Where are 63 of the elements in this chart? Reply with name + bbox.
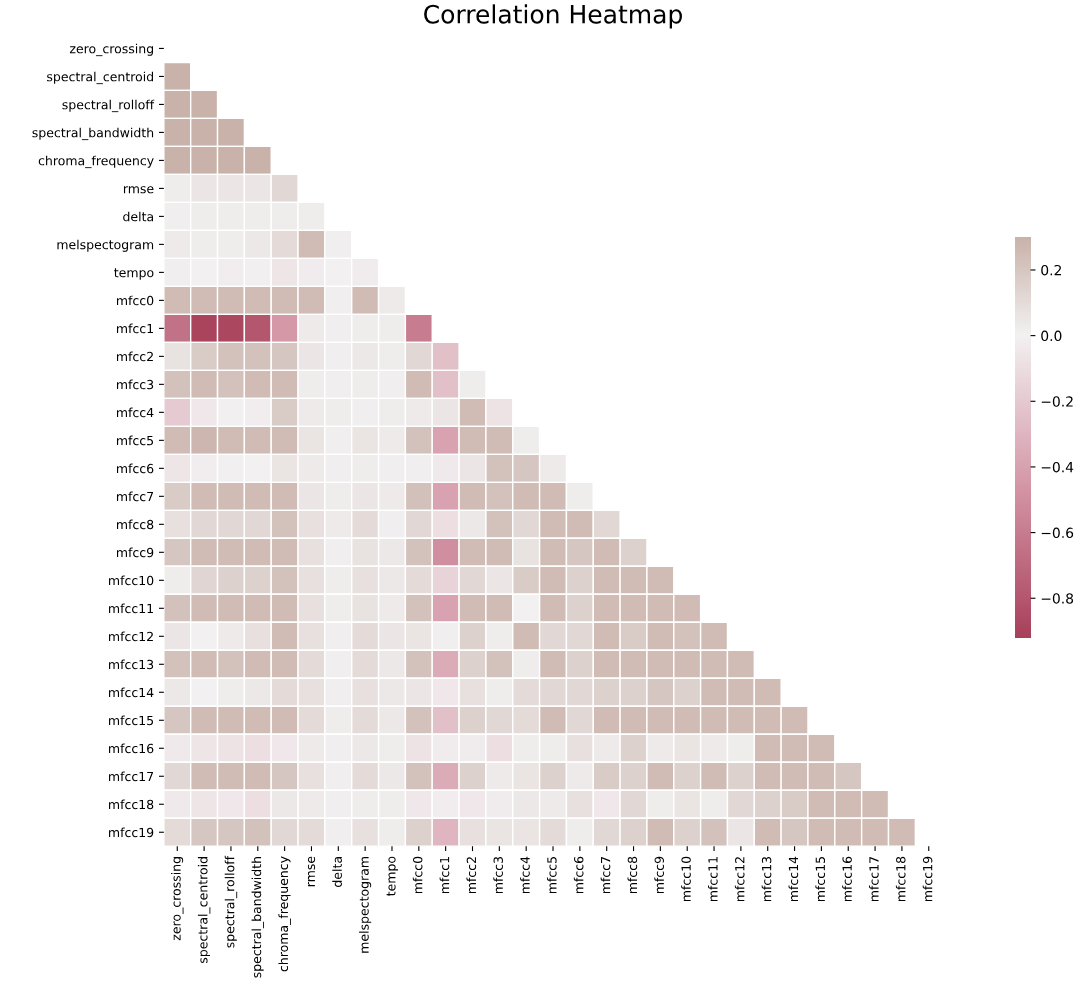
y-tick-label: mfcc19 <box>109 827 154 838</box>
y-tick-label: spectral_rolloff <box>62 99 155 113</box>
color-bar-label: 0.0 <box>1041 330 1062 342</box>
y-tick-label: mfcc10 <box>109 575 154 586</box>
x-tick-label: tempo <box>386 856 399 896</box>
y-tick-label: rmse <box>123 186 154 194</box>
color-bar-label: 0.2 <box>1041 264 1061 276</box>
color-bar-label: −0.2 <box>1041 396 1073 407</box>
y-tick-label: melspectogram <box>57 239 154 252</box>
y-tick-label: mfcc1 <box>116 323 153 334</box>
y-tick-label: mfcc2 <box>116 351 153 362</box>
x-tick-label: mfcc8 <box>627 856 638 894</box>
x-tick-label: rmse <box>307 856 316 887</box>
x-tick-label: delta <box>332 857 342 887</box>
x-tick-label: spectral_rolloff <box>224 855 238 948</box>
x-tick-label: mfcc15 <box>815 857 826 902</box>
x-tick-label: mfcc5 <box>546 857 557 894</box>
y-tick-label: zero_crossing <box>69 43 153 57</box>
x-tick-label: mfcc17 <box>869 857 879 902</box>
x-tick-label: melspectogram <box>359 857 372 953</box>
x-tick-label: mfcc1 <box>439 857 450 894</box>
x-tick-label: mfcc6 <box>573 856 584 894</box>
y-tick-label: spectral_centroid <box>47 71 153 85</box>
y-tick-label: mfcc17 <box>109 771 154 782</box>
x-tick-label: spectral_bandwidth <box>251 857 265 978</box>
x-tick-label: mfcc18 <box>895 856 906 902</box>
x-tick-label: mfcc10 <box>681 856 691 902</box>
y-tick-label: mfcc7 <box>116 491 154 502</box>
y-tick-label: delta <box>123 211 153 222</box>
x-tick-label: mfcc16 <box>842 856 852 902</box>
y-tick-label: mfcc15 <box>109 715 154 726</box>
y-tick-label: mfcc12 <box>109 631 153 642</box>
x-tick-label: mfcc19 <box>922 856 933 902</box>
y-tick-label: mfcc14 <box>109 687 154 698</box>
y-tick-label: mfcc13 <box>109 659 154 670</box>
x-tick-label: mfcc3 <box>493 856 503 894</box>
x-tick-label: mfcc2 <box>466 857 477 894</box>
chart-title: Correlation Heatmap <box>424 4 682 29</box>
y-tick-label: mfcc18 <box>109 799 154 810</box>
x-tick-label: mfcc0 <box>412 856 423 894</box>
x-tick-label: mfcc12 <box>734 857 745 902</box>
x-tick-label: mfcc4 <box>520 856 530 894</box>
y-tick-label: mfcc9 <box>116 547 154 558</box>
y-tick-label: mfcc4 <box>116 407 154 418</box>
y-tick-label: spectral_bandwidth <box>32 127 154 141</box>
x-tick-label: mfcc7 <box>600 857 611 894</box>
color-bar-label: −0.4 <box>1041 461 1074 473</box>
y-tick-label: mfcc11 <box>109 603 153 614</box>
x-tick-label: mfcc11 <box>708 857 718 902</box>
y-tick-label: mfcc6 <box>116 463 154 474</box>
y-tick-label: mfcc16 <box>109 743 154 754</box>
x-tick-label: mfcc9 <box>654 856 664 894</box>
y-tick-label: mfcc5 <box>116 435 154 446</box>
color-bar-label: −0.8 <box>1041 593 1074 604</box>
y-tick-label: tempo <box>114 268 154 280</box>
x-tick-label: chroma_frequency <box>278 856 291 972</box>
y-tick-label: mfcc8 <box>116 519 154 530</box>
y-tick-label: chroma_frequency <box>38 155 154 169</box>
x-tick-label: mfcc13 <box>761 856 772 902</box>
x-tick-label: mfcc14 <box>788 856 799 902</box>
color-bar-label: −0.6 <box>1041 527 1074 539</box>
y-tick-label: mfcc0 <box>116 295 154 306</box>
y-tick-label: mfcc3 <box>116 379 154 390</box>
